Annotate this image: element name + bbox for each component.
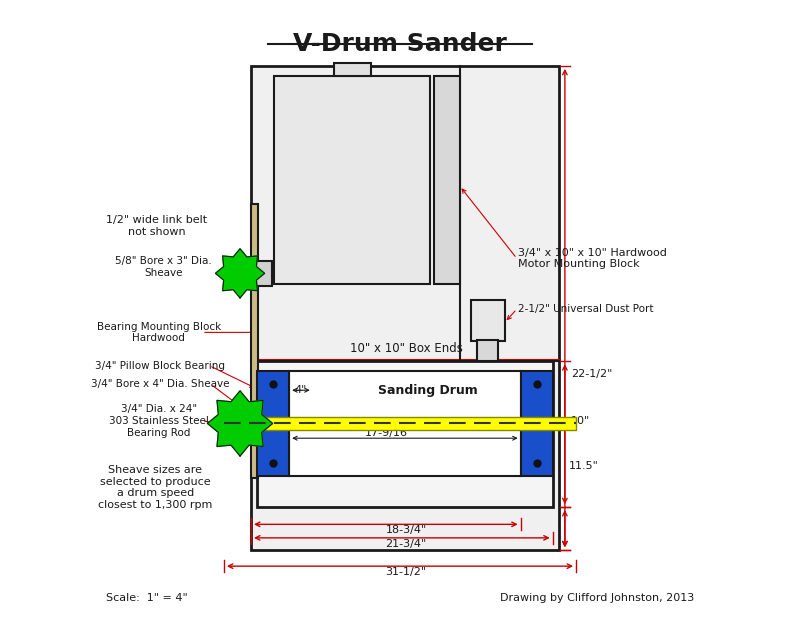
Text: 2-1/2" Universal Dust Port: 2-1/2" Universal Dust Port: [518, 304, 654, 314]
Text: 3/4" Dia. x 24"
303 Stainless Steel
Bearing Rod: 3/4" Dia. x 24" 303 Stainless Steel Bear…: [109, 404, 209, 438]
Text: Sanding Drum: Sanding Drum: [378, 384, 478, 397]
Text: 10": 10": [571, 416, 590, 426]
Text: 18-3/4": 18-3/4": [386, 525, 426, 535]
Bar: [224, 417, 576, 430]
Text: 1/2" wide link belt
not shown: 1/2" wide link belt not shown: [106, 215, 207, 237]
Bar: [477, 340, 498, 362]
Text: Drawing by Clifford Johnston, 2013: Drawing by Clifford Johnston, 2013: [500, 593, 694, 603]
Text: 1/2 hp Motor
1725 rpm: 1/2 hp Motor 1725 rpm: [298, 234, 378, 261]
Bar: [251, 261, 272, 286]
Bar: [434, 77, 460, 284]
Text: 3/4" x 10" x 10" Hardwood
Motor Mounting Block: 3/4" x 10" x 10" Hardwood Motor Mounting…: [518, 248, 667, 269]
Text: 3/4" Bore x 4" Dia. Sheave: 3/4" Bore x 4" Dia. Sheave: [91, 379, 230, 389]
Bar: [258, 362, 553, 507]
Text: 31-1/2": 31-1/2": [386, 567, 426, 577]
Text: Scale:  1" = 4": Scale: 1" = 4": [106, 593, 188, 603]
Bar: [334, 63, 371, 77]
Text: 3/4" Pillow Block Bearing: 3/4" Pillow Block Bearing: [95, 360, 225, 371]
Polygon shape: [215, 248, 265, 298]
Bar: [258, 371, 290, 476]
Bar: [470, 300, 505, 341]
Text: 21-3/4": 21-3/4": [386, 539, 426, 549]
Bar: [521, 371, 553, 476]
Text: V-Drum Sander: V-Drum Sander: [293, 32, 507, 56]
Bar: [290, 371, 521, 476]
Polygon shape: [207, 391, 273, 456]
Bar: [251, 66, 558, 550]
Text: 5/8" Bore x 3" Dia.
Sheave: 5/8" Bore x 3" Dia. Sheave: [114, 256, 211, 278]
Text: Sheave sizes are
selected to produce
a drum speed
closest to 1,300 rpm: Sheave sizes are selected to produce a d…: [98, 465, 212, 510]
Bar: [251, 205, 258, 478]
Text: 17-9/16": 17-9/16": [365, 428, 413, 438]
Text: Bearing Mounting Block
Hardwood: Bearing Mounting Block Hardwood: [97, 321, 221, 343]
Bar: [274, 77, 430, 284]
Text: 11.5": 11.5": [569, 461, 599, 471]
Text: 22-1/2": 22-1/2": [571, 368, 613, 379]
Text: 10" x 10" Box Ends: 10" x 10" Box Ends: [350, 342, 462, 355]
Text: 4": 4": [294, 385, 306, 395]
